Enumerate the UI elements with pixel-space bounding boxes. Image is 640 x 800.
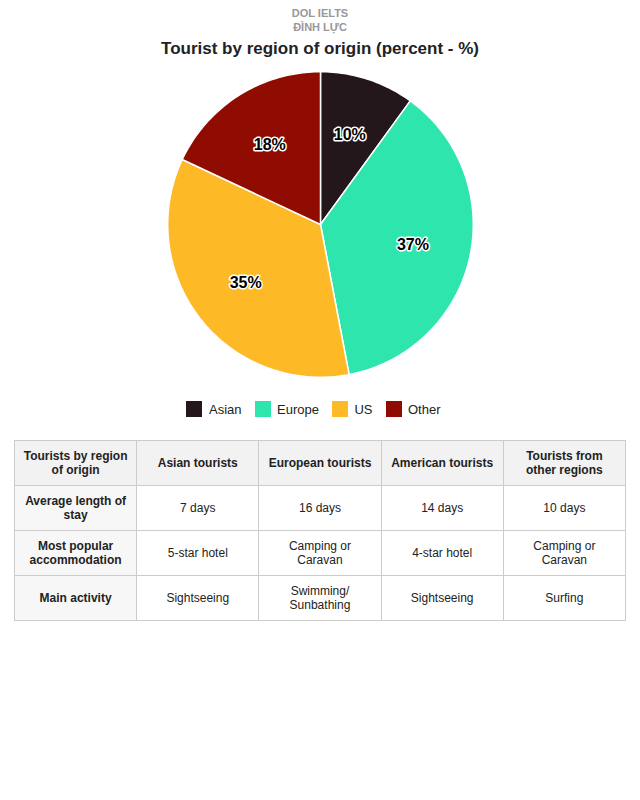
html-text:Asian: Asian <box>209 401 242 417</box>
html-text:Swimming/ Sunbathing: Swimming/ Sunbathing <box>289 584 351 613</box>
svg-text:35%: 35% <box>230 273 262 290</box>
html-text:10 days: 10 days <box>543 501 586 516</box>
svg-text:37%: 37% <box>397 236 429 253</box>
html-text:Tourists from other regions: Tourists from other regions <box>526 449 603 478</box>
html-text:14 days: 14 days <box>421 501 464 516</box>
html-text:European tourists: European tourists <box>268 456 372 471</box>
html-text:Asian tourists: Asian tourists <box>157 456 238 471</box>
html-text:Europe: Europe <box>277 401 319 417</box>
html-text:7 days: 7 days <box>180 501 216 516</box>
html-text:Main activity: Main activity <box>39 591 112 606</box>
html-text:US: US <box>354 401 373 417</box>
html-text:American tourists: American tourists <box>391 456 494 471</box>
html-text:Most popular accommodation: Most popular accommodation <box>29 539 122 568</box>
html-text:4-star hotel: 4-star hotel <box>412 546 473 561</box>
html-text:Surfing: Surfing <box>545 591 584 606</box>
html-text:Camping or Caravan: Camping or Caravan <box>533 539 596 568</box>
svg-text:18%: 18% <box>254 135 286 152</box>
html-text:16 days: 16 days <box>299 501 341 516</box>
html-text:Tourist by region of origin (p: Tourist by region of origin (percent - %… <box>161 38 479 58</box>
html-text:Sightseeing: Sightseeing <box>410 591 474 606</box>
html-text:DOL IELTS: DOL IELTS <box>291 7 349 19</box>
html-text:Average length of stay: Average length of stay <box>25 494 126 523</box>
html-text:Sightseeing: Sightseeing <box>166 591 230 606</box>
html-text:5-star hotel: 5-star hotel <box>167 546 228 561</box>
svg-text:10%: 10% <box>334 125 366 142</box>
html-text:Camping or Caravan: Camping or Caravan <box>289 539 351 568</box>
html-text:ĐÌNH LỰC: ĐÌNH LỰC <box>293 21 347 34</box>
html-text:Tourists by region of origin: Tourists by region of origin <box>23 449 128 478</box>
html-text:Other: Other <box>408 401 441 417</box>
